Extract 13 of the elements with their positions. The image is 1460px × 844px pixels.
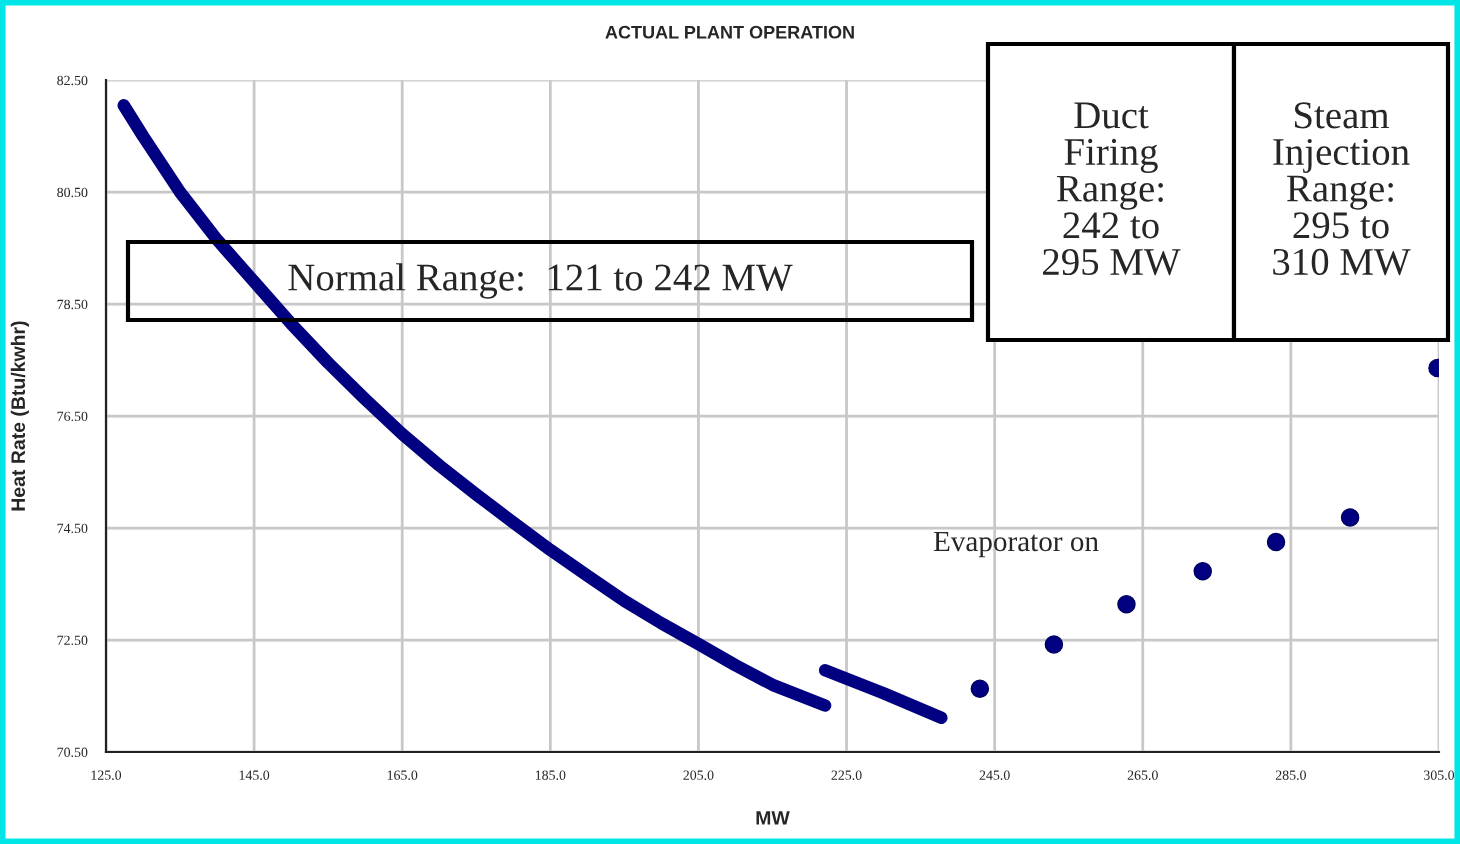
point [1340,508,1360,527]
point [1044,635,1064,654]
point [1266,532,1286,552]
annotation: Steam Injection Range: 295 to 310 MW [1273,102,1411,276]
annotation: Duct Firing Range: 242 to 295 MW [1043,102,1181,276]
y-axis-title: Heat Rate (Btu/kwhr) [10,321,29,511]
point [1193,561,1212,581]
x-axis-title: MW [756,811,790,825]
chart-title: ACTUAL PLANT OPERATION [605,25,854,39]
point [1117,594,1136,614]
annotation: Evaporator on [933,531,1099,558]
point [970,679,990,698]
annotation: Normal Range: 121 to 242 MW [288,263,793,299]
